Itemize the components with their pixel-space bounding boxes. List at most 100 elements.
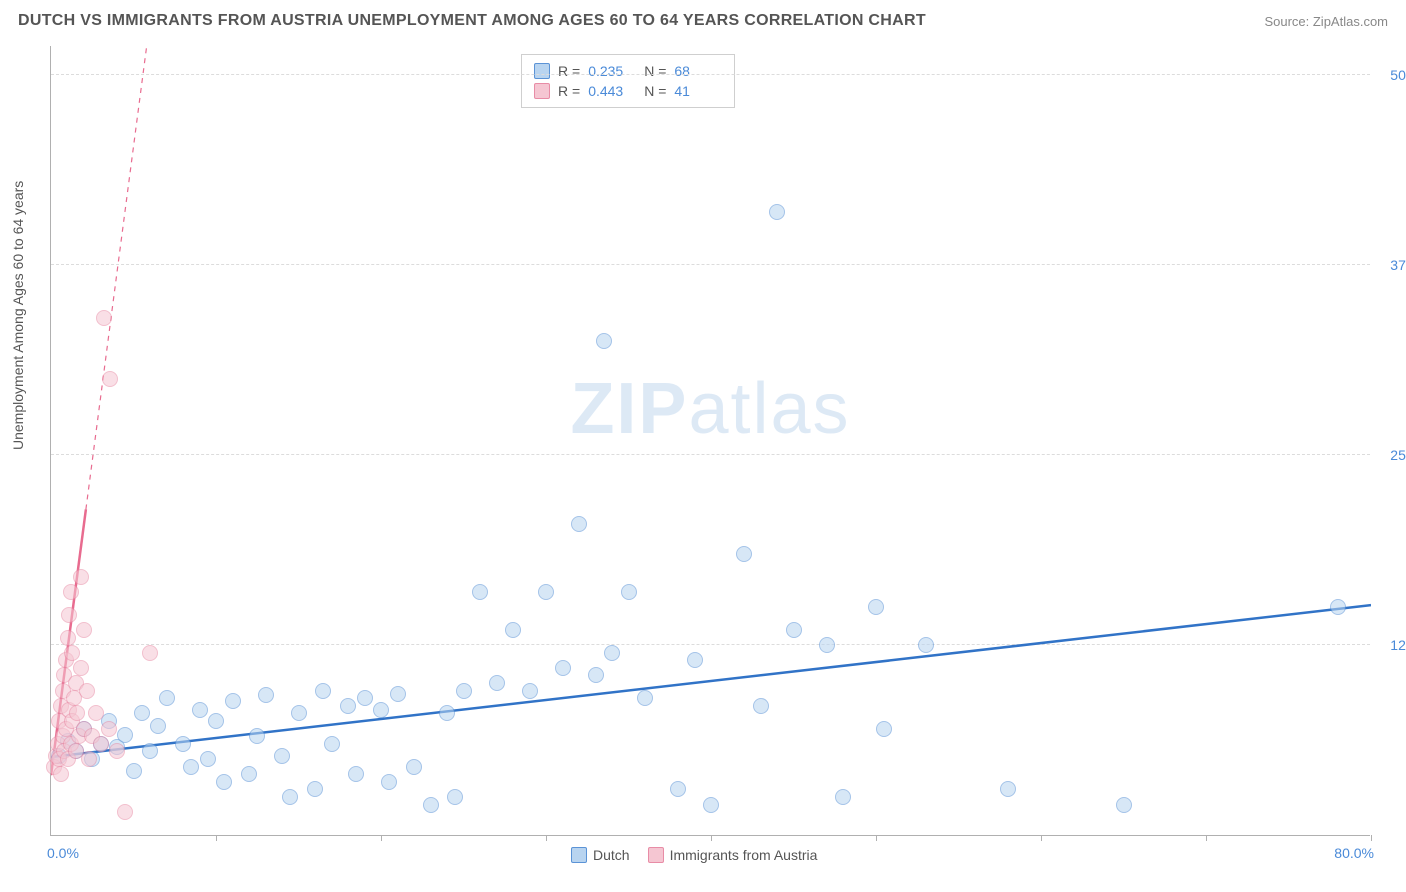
data-point	[687, 652, 703, 668]
data-point	[324, 736, 340, 752]
legend-r-label: R =	[558, 83, 580, 99]
data-point	[142, 743, 158, 759]
data-point	[93, 736, 109, 752]
legend-swatch	[534, 63, 550, 79]
data-point	[69, 705, 85, 721]
data-point	[159, 690, 175, 706]
legend-swatch	[571, 847, 587, 863]
data-point	[868, 599, 884, 615]
data-point	[621, 584, 637, 600]
data-point	[596, 333, 612, 349]
x-max-label: 80.0%	[1334, 845, 1374, 861]
data-point	[258, 687, 274, 703]
data-point	[241, 766, 257, 782]
data-point	[555, 660, 571, 676]
data-point	[753, 698, 769, 714]
data-point	[538, 584, 554, 600]
gridline	[51, 264, 1370, 265]
data-point	[126, 763, 142, 779]
data-point	[134, 705, 150, 721]
data-point	[61, 607, 77, 623]
data-point	[340, 698, 356, 714]
data-point	[348, 766, 364, 782]
data-point	[274, 748, 290, 764]
gridline	[51, 74, 1370, 75]
data-point	[60, 630, 76, 646]
data-point	[736, 546, 752, 562]
legend-n-label: N =	[644, 83, 666, 99]
x-tick	[1206, 835, 1207, 841]
gridline	[51, 454, 1370, 455]
y-tick-label: 50.0%	[1375, 67, 1406, 83]
data-point	[216, 774, 232, 790]
scatter-plot: ZIPatlas R = 0.235N = 68R = 0.443N = 41 …	[50, 46, 1370, 836]
series-legend: Dutch Immigrants from Austria	[571, 847, 817, 863]
data-point	[76, 622, 92, 638]
data-point	[81, 751, 97, 767]
data-point	[604, 645, 620, 661]
y-tick-label: 12.5%	[1375, 637, 1406, 653]
legend-row: R = 0.235N = 68	[534, 61, 722, 81]
data-point	[183, 759, 199, 775]
legend-swatch	[534, 83, 550, 99]
data-point	[53, 766, 69, 782]
legend-item: Immigrants from Austria	[648, 847, 818, 863]
legend-r-value: 0.443	[588, 83, 636, 99]
legend-r-value: 0.235	[588, 63, 636, 79]
data-point	[315, 683, 331, 699]
x-tick	[711, 835, 712, 841]
legend-swatch	[648, 847, 664, 863]
legend-label: Immigrants from Austria	[670, 847, 818, 863]
data-point	[357, 690, 373, 706]
data-point	[522, 683, 538, 699]
data-point	[150, 718, 166, 734]
data-point	[96, 310, 112, 326]
chart-title: DUTCH VS IMMIGRANTS FROM AUSTRIA UNEMPLO…	[18, 12, 926, 30]
y-tick-label: 37.5%	[1375, 257, 1406, 273]
data-point	[381, 774, 397, 790]
x-tick	[546, 835, 547, 841]
data-point	[142, 645, 158, 661]
legend-n-value: 68	[674, 63, 722, 79]
data-point	[88, 705, 104, 721]
data-point	[117, 804, 133, 820]
data-point	[192, 702, 208, 718]
data-point	[117, 727, 133, 743]
y-tick-label: 25.0%	[1375, 447, 1406, 463]
data-point	[200, 751, 216, 767]
legend-n-value: 41	[674, 83, 722, 99]
data-point	[472, 584, 488, 600]
x-origin-label: 0.0%	[47, 845, 79, 861]
data-point	[1330, 599, 1346, 615]
data-point	[588, 667, 604, 683]
x-tick	[381, 835, 382, 841]
data-point	[79, 683, 95, 699]
trendline-dashed	[86, 46, 147, 509]
data-point	[835, 789, 851, 805]
data-point	[307, 781, 323, 797]
data-point	[373, 702, 389, 718]
data-point	[786, 622, 802, 638]
legend-item: Dutch	[571, 847, 630, 863]
data-point	[489, 675, 505, 691]
data-point	[175, 736, 191, 752]
data-point	[282, 789, 298, 805]
data-point	[456, 683, 472, 699]
trendlines-layer	[51, 46, 1371, 836]
data-point	[208, 713, 224, 729]
legend-label: Dutch	[593, 847, 630, 863]
data-point	[819, 637, 835, 653]
x-tick	[1371, 835, 1372, 841]
data-point	[571, 516, 587, 532]
data-point	[102, 371, 118, 387]
data-point	[505, 622, 521, 638]
data-point	[73, 569, 89, 585]
y-axis-label: Unemployment Among Ages 60 to 64 years	[10, 181, 26, 450]
correlation-legend: R = 0.235N = 68 R = 0.443 N = 41	[521, 54, 735, 108]
data-point	[670, 781, 686, 797]
data-point	[64, 645, 80, 661]
data-point	[101, 721, 117, 737]
x-tick	[876, 835, 877, 841]
data-point	[769, 204, 785, 220]
source-label: Source: ZipAtlas.com	[1264, 14, 1388, 29]
